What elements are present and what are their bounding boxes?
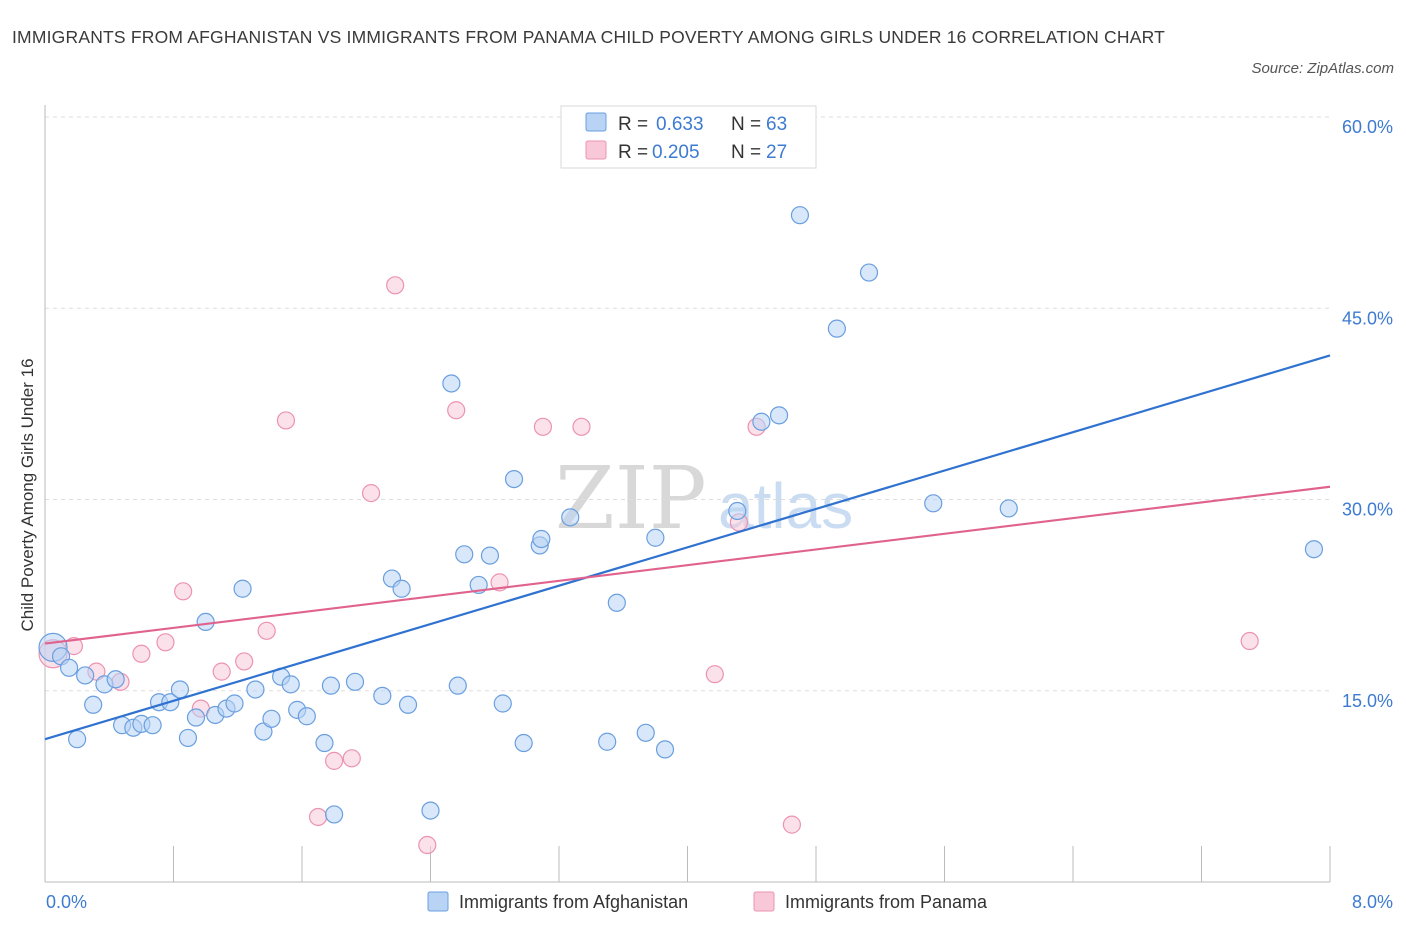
- afghanistan-point: [106, 670, 125, 689]
- afghanistan-point: [1304, 540, 1324, 559]
- afghanistan-point: [281, 675, 300, 694]
- afghanistan-point: [752, 412, 771, 431]
- panama-point: [308, 807, 328, 827]
- afghanistan-point: [728, 501, 747, 521]
- legend-r-value: 0.633: [656, 114, 704, 135]
- panama-point: [212, 662, 231, 681]
- afghanistan-point: [76, 666, 95, 685]
- chart-title: IMMIGRANTS FROM AFGHANISTAN VS IMMIGRANT…: [12, 27, 1166, 47]
- panama-point: [257, 621, 276, 640]
- legend-n-label: N =: [731, 142, 761, 163]
- afghanistan-point: [769, 406, 789, 425]
- legend-r-label: R =: [618, 114, 648, 135]
- afghanistan-point: [59, 658, 79, 677]
- panama-point: [386, 276, 405, 295]
- afghanistan-point: [480, 546, 500, 565]
- afghanistan-point: [532, 529, 551, 549]
- panama-point: [447, 401, 466, 420]
- panama-point: [174, 582, 193, 601]
- afghanistan-point: [262, 709, 281, 728]
- afghanistan-point: [455, 545, 474, 564]
- afghanistan-point: [514, 733, 533, 753]
- afghanistan-point: [315, 733, 334, 753]
- panama-point: [325, 751, 344, 770]
- y-tick-label: 45.0%: [1342, 308, 1393, 328]
- afghanistan-trend-line: [44, 354, 1331, 741]
- afghanistan-point: [68, 730, 87, 749]
- afghanistan-point: [561, 508, 580, 527]
- afghanistan-point: [493, 694, 512, 713]
- x-tick-label-min: 0.0%: [46, 892, 87, 912]
- series-legend-label-afghanistan: Immigrants from Afghanistan: [459, 892, 688, 912]
- panama-point: [276, 411, 296, 430]
- panama-point: [156, 633, 175, 652]
- afghanistan-point: [607, 593, 626, 612]
- legend-r-label: R =: [618, 142, 648, 163]
- legend-n-label: N =: [731, 114, 761, 135]
- series-legend: Immigrants from Afghanistan Immigrants f…: [427, 891, 988, 912]
- panama-point: [361, 484, 381, 503]
- afghanistan-point: [392, 579, 411, 598]
- axes: [44, 105, 1331, 883]
- panama-point: [705, 665, 724, 684]
- legend-n-value: 27: [766, 142, 787, 163]
- panama-point: [418, 835, 437, 855]
- afghanistan-point: [225, 694, 244, 713]
- afghanistan-point: [504, 470, 524, 489]
- series-legend-swatch-panama: [753, 891, 775, 912]
- x-tick-label-max: 8.0%: [1352, 892, 1393, 912]
- afghanistan-point: [598, 732, 617, 751]
- afghanistan-point: [84, 695, 103, 714]
- afghanistan-point: [398, 695, 418, 714]
- afghanistan-point: [442, 374, 461, 393]
- y-tick-label: 60.0%: [1342, 117, 1393, 137]
- afghanistan-point: [827, 319, 846, 338]
- y-axis-title: Child Poverty Among Girls Under 16: [18, 358, 37, 631]
- panama-point: [533, 417, 553, 436]
- afghanistan-point: [186, 708, 206, 727]
- afghanistan-point: [321, 676, 341, 695]
- afghanistan-point: [373, 686, 392, 705]
- panama-point: [235, 652, 254, 671]
- legend-r-value: 0.205: [652, 142, 700, 163]
- afghanistan-point: [924, 494, 943, 513]
- trend-lines: [44, 354, 1331, 741]
- tick-labels: 15.0% 30.0% 45.0% 60.0% 0.0% 8.0%: [46, 117, 1393, 912]
- gridlines: [45, 116, 1330, 692]
- source-label: Source: ZipAtlas.com: [1251, 60, 1394, 77]
- afghanistan-point: [246, 680, 265, 699]
- panama-point: [572, 417, 591, 436]
- panama-point: [1240, 631, 1259, 651]
- afghanistan-point: [233, 579, 252, 598]
- afghanistan-point: [297, 707, 316, 726]
- series-legend-label-panama: Immigrants from Panama: [785, 892, 988, 912]
- panama-point: [782, 815, 802, 834]
- afghanistan-point: [448, 676, 467, 695]
- correlation-legend: R = 0.633 N = 63 R = 0.205 N = 27: [560, 105, 817, 169]
- series-legend-swatch-afghanistan: [427, 891, 449, 912]
- afghanistan-point: [170, 680, 190, 699]
- afghanistan-point: [859, 263, 879, 282]
- afghanistan-point: [196, 612, 215, 632]
- y-tick-label: 15.0%: [1342, 691, 1393, 711]
- afghanistan-point: [421, 801, 440, 820]
- afghanistan-point: [646, 528, 665, 547]
- afghanistan-point: [655, 740, 675, 759]
- legend-n-value: 63: [766, 114, 787, 135]
- afghanistan-point: [636, 723, 655, 742]
- panama-point: [342, 749, 361, 768]
- afghanistan-point: [345, 672, 365, 691]
- afghanistan-point: [178, 728, 198, 748]
- data-points: [38, 206, 1324, 855]
- afghanistan-point: [325, 805, 344, 824]
- afghanistan-point: [790, 206, 810, 225]
- afghanistan-point: [999, 499, 1018, 518]
- legend-swatch-panama: [585, 140, 607, 160]
- panama-trend-line: [44, 485, 1331, 645]
- panama-point: [132, 644, 151, 663]
- y-tick-label: 30.0%: [1342, 500, 1393, 520]
- afghanistan-point: [143, 716, 162, 735]
- legend-swatch-afghanistan: [585, 112, 607, 132]
